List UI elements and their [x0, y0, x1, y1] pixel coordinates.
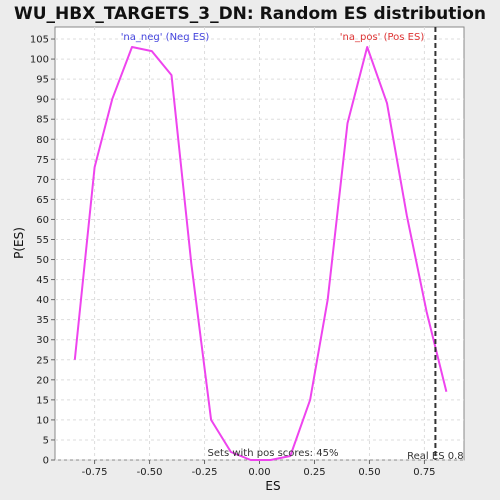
- pos-es-label: 'na_pos' (Pos ES): [340, 32, 425, 43]
- y-tick-label: 55: [36, 235, 49, 246]
- y-tick-label: 75: [36, 155, 49, 166]
- y-tick-label: 95: [36, 75, 49, 86]
- y-tick-label: 50: [36, 255, 49, 266]
- y-tick-label: 10: [36, 415, 49, 426]
- x-tick-label: 0.25: [303, 467, 325, 478]
- y-tick-label: 25: [36, 355, 49, 366]
- x-tick-label: -0.50: [137, 467, 163, 478]
- chart-title: WU_HBX_TARGETS_3_DN: Random ES distribut…: [14, 4, 486, 24]
- y-tick-label: 0: [43, 456, 49, 467]
- y-tick-label: 85: [36, 115, 49, 126]
- y-tick-label: 105: [30, 35, 49, 46]
- y-tick-label: 80: [36, 135, 49, 146]
- x-axis-label: ES: [265, 479, 280, 493]
- y-tick-label: 100: [30, 55, 49, 66]
- y-tick-label: 15: [36, 395, 49, 406]
- x-tick-label: 0.75: [413, 467, 435, 478]
- real-es-label: Real ES 0.8: [407, 451, 463, 462]
- pos-scores-label: Sets with pos scores: 45%: [208, 448, 339, 459]
- y-axis-label: P(ES): [12, 227, 26, 259]
- y-tick-label: 30: [36, 335, 49, 346]
- y-tick-label: 5: [43, 435, 49, 446]
- x-tick-label: -0.75: [82, 467, 108, 478]
- y-tick-label: 20: [36, 375, 49, 386]
- neg-es-label: 'na_neg' (Neg ES): [121, 32, 210, 43]
- x-tick-label: -0.25: [192, 467, 218, 478]
- x-tick-label: 0.50: [358, 467, 380, 478]
- y-tick-label: 45: [36, 275, 49, 286]
- y-tick-label: 65: [36, 195, 49, 206]
- y-tick-label: 40: [36, 295, 49, 306]
- y-tick-label: 90: [36, 95, 49, 106]
- y-tick-label: 35: [36, 315, 49, 326]
- x-tick-label: 0.00: [248, 467, 270, 478]
- y-tick-label: 60: [36, 215, 49, 226]
- y-tick-label: 70: [36, 175, 49, 186]
